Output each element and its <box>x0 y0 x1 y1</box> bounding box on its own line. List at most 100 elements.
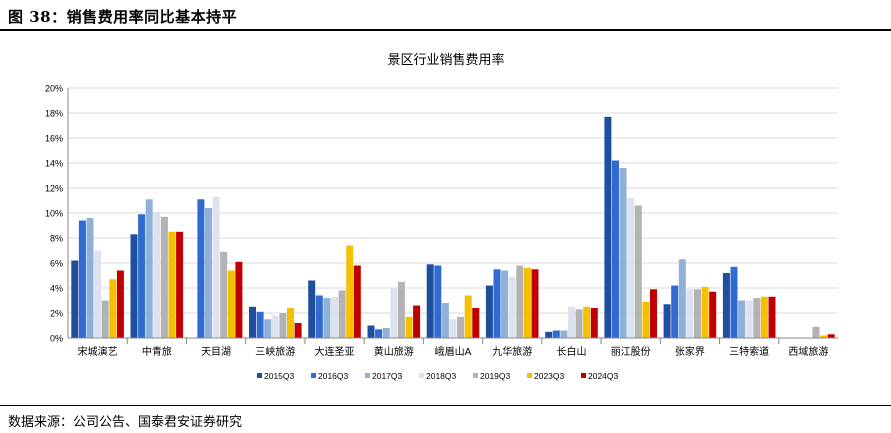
legend-label: 2019Q3 <box>480 371 511 381</box>
y-tick-label: 14% <box>45 159 63 169</box>
bar <box>315 295 323 338</box>
bar <box>434 265 442 338</box>
legend-label: 2015Q3 <box>264 371 295 381</box>
bar <box>390 288 398 338</box>
bar <box>176 231 184 339</box>
bar <box>464 295 472 338</box>
bar <box>279 313 287 338</box>
source-note: 数据来源：公司公告、国泰君安证券研究 <box>8 415 243 430</box>
bar <box>353 265 361 338</box>
legend-swatch <box>257 373 262 378</box>
legend-swatch <box>527 373 532 378</box>
x-tick-label: 丽江股份 <box>611 346 651 358</box>
bar <box>820 335 828 338</box>
bar-series <box>71 116 835 339</box>
bar <box>730 266 738 339</box>
bar <box>116 270 124 338</box>
figure-label: 图 38：销售费用率同比基本持平 <box>8 8 238 26</box>
figure-header: 图 38：销售费用率同比基本持平 <box>0 0 891 30</box>
bar <box>426 264 434 339</box>
bar <box>663 304 671 339</box>
bar <box>523 268 531 338</box>
chart-title: 景区行业销售费用率 <box>387 52 504 67</box>
bar <box>323 298 331 338</box>
bar <box>205 208 212 338</box>
bar <box>382 328 390 338</box>
gridlines <box>68 87 838 314</box>
bar <box>590 308 598 338</box>
x-tick-label: 宋城演艺 <box>78 345 118 358</box>
bar <box>375 329 383 339</box>
bar <box>227 270 235 338</box>
y-tick-label: 16% <box>45 134 63 144</box>
bar <box>249 306 256 339</box>
bar <box>449 319 457 339</box>
x-tick-label: 大连圣亚 <box>315 345 355 358</box>
x-tick-label: 张家界 <box>675 345 705 358</box>
bar <box>612 160 619 338</box>
bar <box>671 285 679 338</box>
bar <box>101 300 109 338</box>
bar <box>508 276 516 339</box>
bar <box>220 251 228 339</box>
bar <box>138 214 146 339</box>
bar <box>560 330 568 338</box>
bar <box>583 306 591 339</box>
bar <box>441 303 449 338</box>
bar <box>642 301 650 339</box>
legend-swatch <box>581 373 586 378</box>
bar <box>694 289 701 339</box>
bar <box>568 306 575 339</box>
bar <box>130 234 138 339</box>
bar <box>493 269 501 339</box>
y-tick-label: 18% <box>45 109 63 119</box>
bar <box>827 334 835 339</box>
bar <box>701 286 709 339</box>
bar <box>94 250 102 338</box>
bar <box>485 285 493 338</box>
bar <box>650 289 657 339</box>
x-tick-label: 长白山 <box>556 345 586 358</box>
bar <box>722 273 730 338</box>
bar <box>552 330 560 338</box>
bar <box>627 198 635 338</box>
y-tick-label: 0% <box>50 334 63 344</box>
bar <box>212 196 220 338</box>
y-tick-label: 8% <box>50 234 63 244</box>
bar <box>812 326 820 339</box>
y-tick-label: 12% <box>45 184 63 194</box>
bar <box>753 298 761 338</box>
y-tick-label: 2% <box>50 309 63 319</box>
bar <box>472 308 480 338</box>
bar <box>619 168 627 338</box>
bar <box>145 199 153 338</box>
legend-label: 2016Q3 <box>318 371 349 381</box>
bar <box>531 269 539 339</box>
bar <box>604 116 612 339</box>
bar <box>413 305 421 338</box>
legend-swatch <box>311 373 316 378</box>
bar <box>545 331 553 339</box>
legend-label: 2017Q3 <box>372 371 403 381</box>
bar <box>235 261 243 339</box>
y-tick-label: 10% <box>45 209 63 219</box>
y-axis: 0% 2% 4% 6% 8% 10% 12% 14% 16% 18% 20% <box>45 84 69 344</box>
bar <box>768 296 776 339</box>
bar <box>397 281 405 339</box>
bar <box>86 218 94 338</box>
x-tick-label: 三峡旅游 <box>255 345 295 358</box>
legend: 2015Q3 2016Q3 2017Q3 2018Q3 2019Q3 2023Q3 2024… <box>257 371 619 381</box>
bar <box>501 270 509 338</box>
bar <box>256 311 264 339</box>
legend-label: 2023Q3 <box>534 371 565 381</box>
x-tick-label: 天目湖 <box>201 346 231 358</box>
header-rule <box>0 29 891 31</box>
bar <box>634 205 642 338</box>
bar <box>160 216 168 339</box>
bar <box>575 309 583 339</box>
bar <box>71 260 79 338</box>
x-tick-label: 九华旅游 <box>492 345 532 358</box>
bar <box>153 211 161 339</box>
bar <box>308 280 316 338</box>
legend-swatch <box>365 373 370 378</box>
